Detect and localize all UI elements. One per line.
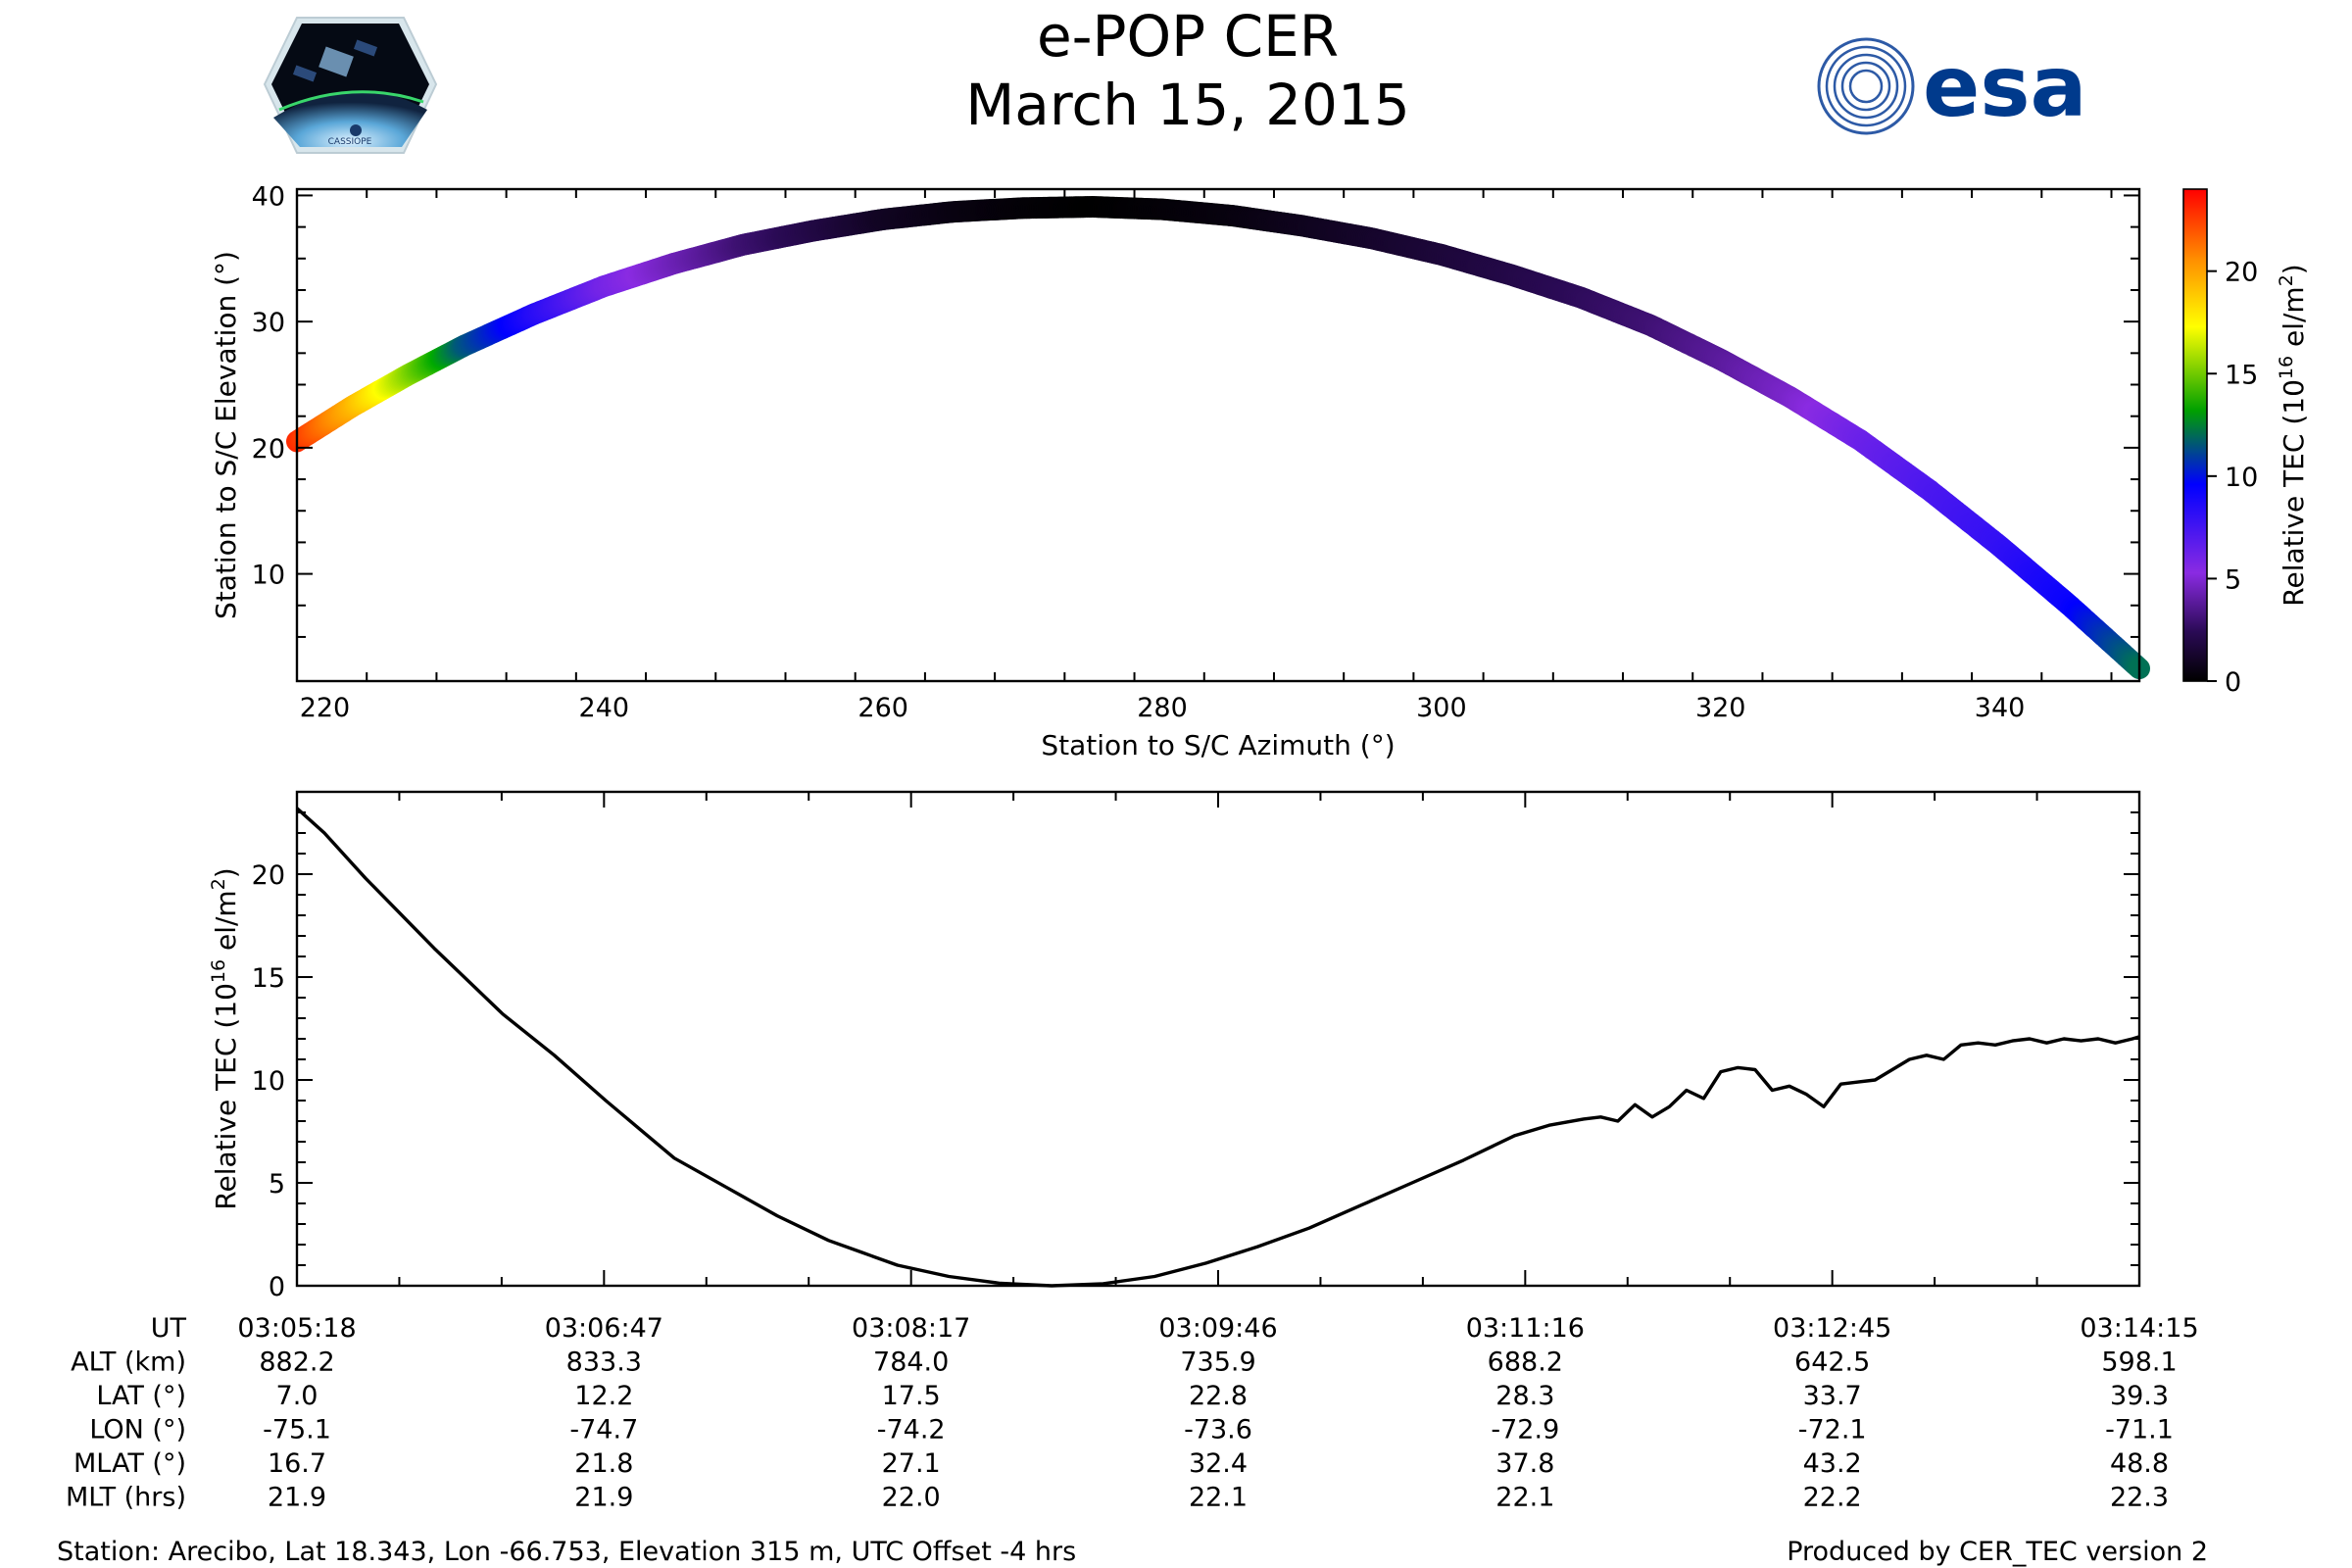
table-cell: 735.9 [1180, 1348, 1255, 1378]
bottom-y-tick-label: 0 [269, 1272, 285, 1302]
table-cell: 22.1 [1495, 1483, 1554, 1513]
title-line1: e-POP CER [1037, 3, 1339, 70]
bottom-y-tick-label: 5 [269, 1169, 285, 1200]
top-x-tick-label: 300 [1416, 693, 1467, 723]
top-y-tick-label: 20 [252, 434, 285, 465]
table-cell: -72.1 [1798, 1415, 1867, 1446]
colorbar-tick-label: 0 [2225, 667, 2241, 698]
top-x-axis-label: Station to S/C Azimuth (°) [1041, 729, 1395, 761]
table-cell: 21.9 [268, 1483, 326, 1513]
top-chart: 220 240 260 280 300 320 340 10 20 30 40 Station t… [210, 181, 2310, 761]
table-row-label: UT [151, 1313, 187, 1344]
table-cell: 784.0 [873, 1348, 949, 1378]
top-trajectory [286, 196, 2150, 680]
colorbar-tick-label: 5 [2225, 564, 2241, 595]
table-cell: 21.8 [574, 1448, 633, 1479]
table-row-label: LON (°) [89, 1415, 186, 1446]
top-y-tick-label: 40 [252, 181, 285, 212]
table-cell: 833.3 [566, 1348, 642, 1378]
table-cell: 03:12:45 [1773, 1313, 1891, 1344]
bottom-chart: 0 5 10 15 20 Relative TEC (1016 el/m2) [208, 790, 2141, 1302]
top-y-tick-labels: 10 20 30 40 [252, 181, 285, 590]
table-cell: -72.9 [1491, 1415, 1559, 1446]
table-cell: 03:08:17 [852, 1313, 970, 1344]
bottom-y-tick-label: 10 [252, 1066, 285, 1097]
colorbar-ticks: 0 5 10 15 20 [2207, 258, 2258, 698]
colorbar-tick-label: 15 [2225, 360, 2258, 390]
table-cell: -75.1 [263, 1415, 331, 1446]
table-row-label: MLAT (°) [74, 1448, 186, 1479]
table-cell: -71.1 [2105, 1415, 2174, 1446]
table-cell: 03:14:15 [2080, 1313, 2198, 1344]
table-cell: 598.1 [2101, 1348, 2177, 1378]
top-x-tick-label: 340 [1975, 693, 2026, 723]
top-axis-ticks [296, 189, 2139, 681]
top-x-tick-label: 220 [300, 693, 351, 723]
table-cell: 688.2 [1488, 1348, 1563, 1378]
table-cell: 17.5 [882, 1381, 941, 1411]
table-cell: 22.3 [2110, 1483, 2169, 1513]
ephemeris-table: UT ALT (km)LAT (°) LON (°)MLAT (°) MLT (hrs… [66, 1313, 2199, 1513]
table-cell: 03:11:16 [1466, 1313, 1585, 1344]
colorbar-label: Relative TEC (1016 el/m2) [2276, 264, 2310, 606]
table-cell: -74.7 [569, 1415, 638, 1446]
table-row-label: ALT (km) [71, 1348, 186, 1378]
table-cell: 21.9 [574, 1483, 633, 1513]
tec-series-line [295, 807, 2140, 1288]
colorbar [2182, 188, 2208, 682]
title-line2: March 15, 2015 [965, 72, 1410, 138]
table-row-label: LAT (°) [96, 1381, 186, 1411]
table-cell: 32.4 [1189, 1448, 1248, 1479]
cassiope-logo-text: CASSIOPE [328, 137, 372, 147]
colorbar-tick-label: 20 [2225, 258, 2258, 288]
table-cell: 27.1 [882, 1448, 941, 1479]
table-cell: 7.0 [276, 1381, 318, 1411]
bottom-axis-ticks [296, 791, 2140, 1287]
table-cell: 03:09:46 [1158, 1313, 1277, 1344]
top-y-axis-label: Station to S/C Elevation (°) [210, 251, 242, 619]
cassiope-logo: CASSIOPE [263, 17, 438, 154]
table-cell: 642.5 [1794, 1348, 1870, 1378]
table-cell: 48.8 [2110, 1448, 2169, 1479]
produced-by: Produced by CER_TEC version 2 [1787, 1537, 2208, 1567]
bottom-y-tick-labels: 0 5 10 15 20 [252, 860, 285, 1302]
table-cell: -74.2 [877, 1415, 946, 1446]
colorbar-tick-label: 10 [2225, 463, 2258, 493]
table-cell: 22.1 [1189, 1483, 1248, 1513]
table-cell: 39.3 [2110, 1381, 2169, 1411]
bottom-y-tick-label: 15 [252, 963, 285, 994]
table-cell: 22.2 [1803, 1483, 1862, 1513]
top-plot-frame [295, 187, 2141, 683]
table-cell: 03:05:18 [237, 1313, 356, 1344]
top-y-tick-label: 30 [252, 308, 285, 338]
top-x-tick-label: 260 [858, 693, 908, 723]
table-cell: 37.8 [1495, 1448, 1554, 1479]
station-info: Station: Arecibo, Lat 18.343, Lon -66.75… [57, 1537, 1076, 1567]
table-row-label: MLT (hrs) [66, 1483, 186, 1513]
table-cell: 22.8 [1189, 1381, 1248, 1411]
bottom-y-axis-label: Relative TEC (1016 el/m2) [208, 867, 242, 1209]
table-cell: 16.7 [268, 1448, 326, 1479]
table-cell: 28.3 [1495, 1381, 1554, 1411]
table-cell: 03:06:47 [545, 1313, 663, 1344]
table-cell: 12.2 [574, 1381, 633, 1411]
top-y-tick-label: 10 [252, 561, 285, 591]
bottom-plot-frame [295, 790, 2141, 1288]
table-cell: 43.2 [1803, 1448, 1862, 1479]
esa-logo-text: esa [1923, 38, 2087, 136]
top-x-tick-labels: 220 240 260 280 300 320 340 [300, 693, 2026, 723]
table-cell: 22.0 [882, 1483, 941, 1513]
top-x-tick-label: 320 [1695, 693, 1746, 723]
table-cell: -73.6 [1184, 1415, 1252, 1446]
table-cell: 33.7 [1803, 1381, 1862, 1411]
esa-logo: esa [1817, 37, 2087, 136]
top-x-tick-label: 280 [1137, 693, 1188, 723]
table-cell: 882.2 [259, 1348, 334, 1378]
top-x-tick-label: 240 [579, 693, 630, 723]
bottom-y-tick-label: 20 [252, 860, 285, 891]
